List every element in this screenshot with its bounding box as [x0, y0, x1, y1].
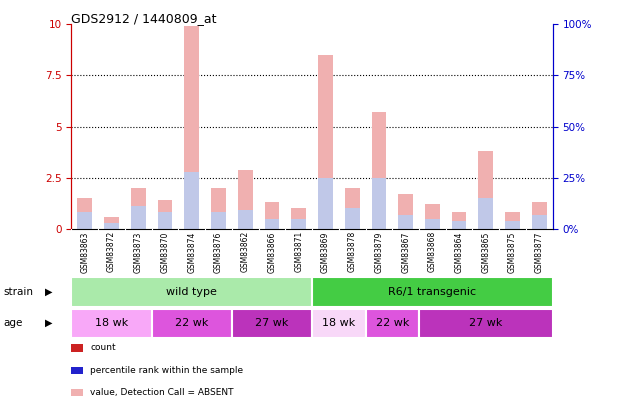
Bar	[371, 112, 386, 229]
Bar	[104, 217, 119, 229]
Text: 27 wk: 27 wk	[255, 318, 289, 328]
Bar	[265, 219, 279, 229]
Text: GSM83875: GSM83875	[508, 231, 517, 273]
Text: GSM83876: GSM83876	[214, 231, 223, 273]
Text: 27 wk: 27 wk	[469, 318, 502, 328]
Text: GSM83864: GSM83864	[455, 231, 464, 273]
Bar	[131, 188, 145, 229]
Bar	[532, 215, 546, 229]
Bar	[371, 178, 386, 229]
Text: GSM83871: GSM83871	[294, 231, 303, 273]
Bar	[312, 309, 366, 338]
Bar	[505, 213, 520, 229]
Bar	[425, 204, 440, 229]
Bar	[312, 277, 553, 307]
Text: value, Detection Call = ABSENT: value, Detection Call = ABSENT	[90, 388, 233, 397]
Text: R6/1 transgenic: R6/1 transgenic	[388, 287, 476, 297]
Text: ▶: ▶	[45, 287, 52, 297]
Text: count: count	[90, 343, 116, 352]
Bar	[211, 213, 226, 229]
Bar	[158, 200, 173, 229]
Text: percentile rank within the sample: percentile rank within the sample	[90, 366, 243, 375]
Text: 18 wk: 18 wk	[322, 318, 355, 328]
Text: GSM83879: GSM83879	[374, 231, 383, 273]
Bar	[238, 211, 253, 229]
Bar	[238, 170, 253, 229]
Bar	[318, 178, 333, 229]
Bar	[505, 221, 520, 229]
Bar	[78, 213, 92, 229]
Bar	[184, 172, 199, 229]
Bar	[451, 221, 466, 229]
Text: GSM83863: GSM83863	[80, 231, 89, 273]
Bar	[479, 198, 493, 229]
Bar	[398, 215, 413, 229]
Bar	[152, 309, 232, 338]
Text: GSM83865: GSM83865	[481, 231, 491, 273]
Text: GSM83872: GSM83872	[107, 231, 116, 273]
Bar	[398, 194, 413, 229]
Bar	[345, 208, 360, 229]
Text: 18 wk: 18 wk	[95, 318, 128, 328]
Bar	[425, 219, 440, 229]
Text: strain: strain	[3, 287, 33, 297]
Bar	[71, 277, 312, 307]
Text: GSM83862: GSM83862	[241, 231, 250, 273]
Bar	[158, 213, 173, 229]
Bar	[451, 213, 466, 229]
Bar	[532, 202, 546, 229]
Bar	[78, 198, 92, 229]
Bar	[419, 309, 553, 338]
Bar	[291, 208, 306, 229]
Bar	[345, 188, 360, 229]
Text: age: age	[3, 318, 22, 328]
Text: GSM83873: GSM83873	[134, 231, 143, 273]
Bar	[318, 55, 333, 229]
Text: wild type: wild type	[166, 287, 217, 297]
Text: GSM83877: GSM83877	[535, 231, 544, 273]
Bar	[211, 188, 226, 229]
Text: 22 wk: 22 wk	[175, 318, 209, 328]
Bar	[479, 151, 493, 229]
Text: GSM83867: GSM83867	[401, 231, 410, 273]
Text: GSM83878: GSM83878	[348, 231, 356, 273]
Text: GSM83868: GSM83868	[428, 231, 437, 273]
Text: GSM83869: GSM83869	[321, 231, 330, 273]
Text: GDS2912 / 1440809_at: GDS2912 / 1440809_at	[71, 12, 217, 25]
Bar	[291, 219, 306, 229]
Bar	[232, 309, 312, 338]
Bar	[71, 309, 152, 338]
Text: 22 wk: 22 wk	[376, 318, 409, 328]
Bar	[366, 309, 419, 338]
Text: GSM83866: GSM83866	[268, 231, 276, 273]
Text: ▶: ▶	[45, 318, 52, 328]
Bar	[104, 223, 119, 229]
Bar	[184, 26, 199, 229]
Bar	[131, 206, 145, 229]
Text: GSM83874: GSM83874	[188, 231, 196, 273]
Text: GSM83870: GSM83870	[160, 231, 170, 273]
Bar	[265, 202, 279, 229]
